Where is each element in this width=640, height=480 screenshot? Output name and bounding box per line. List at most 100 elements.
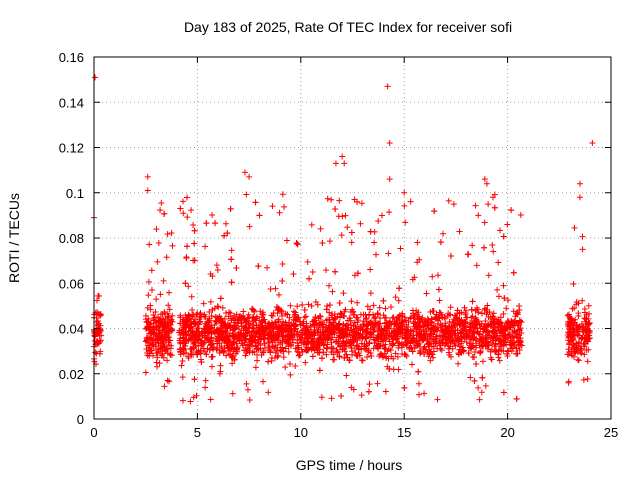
data-point	[228, 247, 235, 254]
data-point	[441, 330, 448, 337]
data-point	[177, 314, 184, 321]
data-point	[346, 315, 353, 322]
data-point	[573, 322, 580, 329]
data-point	[514, 309, 521, 316]
data-point	[228, 279, 235, 286]
data-point	[92, 349, 99, 356]
data-point	[292, 325, 299, 332]
data-point	[158, 199, 165, 206]
data-point	[472, 314, 479, 321]
data-point	[183, 253, 190, 260]
data-point	[566, 326, 573, 333]
data-point	[445, 197, 452, 204]
data-point	[180, 198, 187, 205]
data-point	[501, 323, 508, 330]
data-point	[356, 332, 363, 339]
data-point	[490, 248, 497, 255]
data-point	[269, 321, 276, 328]
data-point	[476, 396, 483, 403]
data-point	[398, 327, 405, 334]
data-point	[397, 245, 404, 252]
data-point	[445, 323, 452, 330]
data-point	[253, 345, 260, 352]
data-point	[434, 396, 441, 403]
data-point	[427, 320, 434, 327]
data-point	[153, 323, 160, 330]
data-point	[197, 318, 204, 325]
data-point	[497, 343, 504, 350]
data-point	[213, 262, 220, 269]
data-point	[179, 374, 186, 381]
data-point	[382, 305, 389, 312]
data-point	[256, 212, 263, 219]
chart-title: Day 183 of 2025, Rate Of TEC Index for r…	[184, 19, 512, 35]
data-point	[280, 324, 287, 331]
data-point	[254, 351, 261, 358]
data-point	[276, 209, 283, 216]
data-point	[299, 320, 306, 327]
data-point	[243, 191, 250, 198]
data-point	[269, 313, 276, 320]
data-point	[240, 315, 247, 322]
data-point	[94, 297, 101, 304]
data-point	[485, 201, 492, 208]
data-point	[336, 326, 343, 333]
data-point	[246, 173, 253, 180]
data-point	[210, 327, 217, 334]
data-point	[161, 343, 168, 350]
data-point	[565, 346, 572, 353]
data-point	[188, 335, 195, 342]
data-point	[202, 377, 209, 384]
data-point	[426, 350, 433, 357]
data-point	[338, 232, 345, 239]
data-point	[328, 349, 335, 356]
data-point	[351, 272, 358, 279]
data-point	[255, 263, 262, 270]
data-point	[275, 352, 282, 359]
data-point	[243, 380, 250, 387]
data-point	[169, 242, 176, 249]
data-point	[379, 342, 386, 349]
data-point	[179, 397, 186, 404]
data-point	[239, 342, 246, 349]
data-point	[208, 363, 215, 370]
data-point	[217, 362, 224, 369]
data-point	[389, 342, 396, 349]
data-point	[157, 207, 164, 214]
data-point	[495, 259, 502, 266]
data-point	[95, 320, 102, 327]
data-point	[146, 241, 153, 248]
data-point	[142, 312, 149, 319]
y-tick-label: 0.02	[59, 367, 84, 382]
data-point	[414, 259, 421, 266]
data-point	[245, 311, 252, 318]
data-point	[501, 295, 508, 302]
data-point	[513, 310, 520, 317]
data-point	[158, 352, 165, 359]
data-point	[506, 321, 513, 328]
data-point	[165, 339, 172, 346]
data-point	[353, 352, 360, 359]
data-point	[381, 325, 388, 332]
data-point	[233, 265, 240, 272]
data-point	[295, 352, 302, 359]
data-point	[483, 180, 490, 187]
data-point	[328, 196, 335, 203]
data-point	[209, 212, 216, 219]
data-point	[267, 286, 274, 293]
data-point	[510, 269, 517, 276]
data-point	[200, 300, 207, 307]
data-point	[341, 355, 348, 362]
data-point	[162, 315, 169, 322]
data-point	[157, 346, 164, 353]
data-point	[401, 189, 408, 196]
data-point	[365, 388, 372, 395]
data-point	[486, 308, 493, 315]
data-point	[395, 342, 402, 349]
data-point	[147, 306, 154, 313]
data-point	[203, 321, 210, 328]
data-point	[475, 212, 482, 219]
data-point	[583, 318, 590, 325]
data-point	[358, 340, 365, 347]
data-point	[330, 319, 337, 326]
